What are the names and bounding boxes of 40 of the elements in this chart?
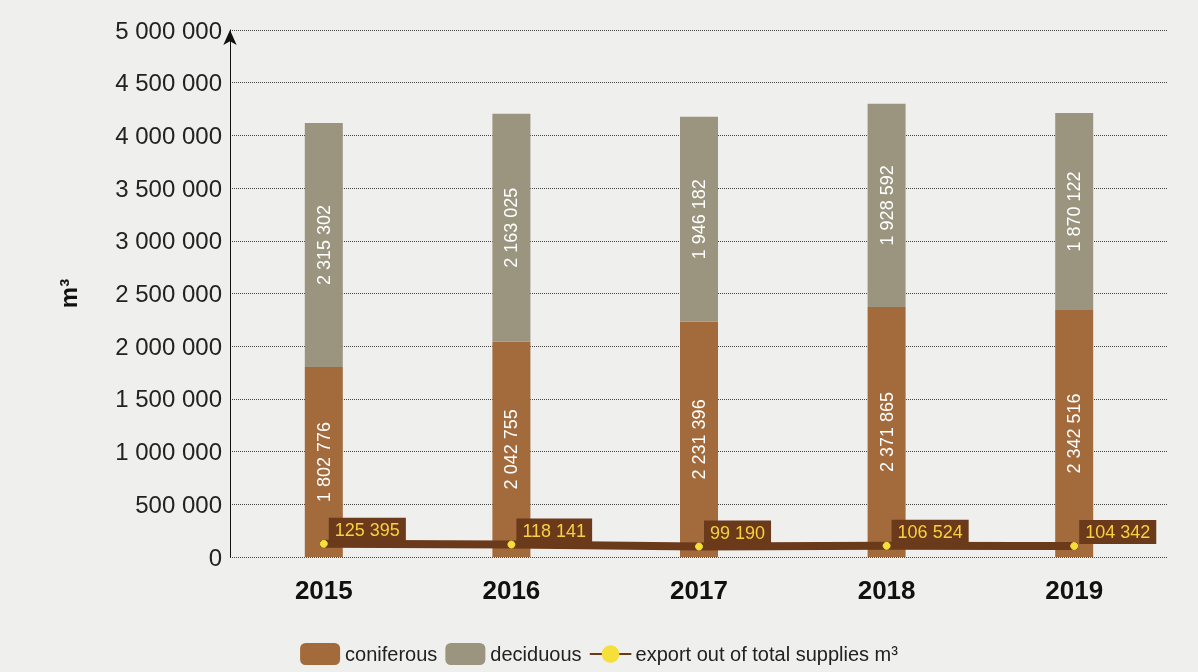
data-label: 118 141 bbox=[522, 520, 587, 541]
bar bbox=[680, 116, 718, 322]
data-label: 2 371 865 bbox=[876, 391, 897, 473]
data-label: 2 042 755 bbox=[501, 409, 522, 490]
data-label: 2 315 302 bbox=[313, 204, 334, 286]
legend-label: export out of total supplies m³ bbox=[635, 643, 899, 665]
y-tick-label: 1 500 000 bbox=[115, 385, 222, 413]
x-tick-label: 2017 bbox=[670, 575, 728, 605]
data-label: 99 190 bbox=[710, 522, 766, 543]
data-label: 1 870 122 bbox=[1064, 171, 1085, 252]
bar bbox=[304, 122, 343, 367]
x-tick-label: 2019 bbox=[1045, 575, 1104, 605]
x-tick-label: 2015 bbox=[294, 575, 353, 605]
y-tick-label: 3 500 000 bbox=[115, 174, 222, 202]
y-tick-label: 2 500 000 bbox=[115, 280, 222, 307]
y-tick-label: 4 000 000 bbox=[115, 121, 222, 149]
data-label: 104 342 bbox=[1085, 522, 1151, 542]
y-tick-label: 5 000 000 bbox=[115, 16, 222, 44]
y-tick-label: 500 000 bbox=[135, 490, 222, 518]
data-label: 1 928 592 bbox=[876, 165, 897, 246]
y-tick-label: 1 000 000 bbox=[115, 438, 222, 466]
data-label: 125 395 bbox=[334, 519, 400, 540]
y-tick-label: 3 000 000 bbox=[115, 227, 222, 255]
data-label: 2 231 396 bbox=[689, 399, 709, 480]
x-tick-label: 2018 bbox=[857, 575, 916, 605]
y-tick-label: 0 bbox=[208, 543, 222, 571]
y-tick-label: 4 500 000 bbox=[115, 69, 222, 97]
bar bbox=[1055, 112, 1094, 311]
y-tick-label: 2 000 000 bbox=[115, 332, 222, 360]
legend-label: deciduous bbox=[490, 643, 582, 665]
data-label: 1 946 182 bbox=[689, 179, 709, 260]
bar bbox=[867, 103, 906, 308]
legend-label: coniferous bbox=[345, 643, 438, 665]
data-label: 2 342 516 bbox=[1064, 393, 1085, 474]
bar bbox=[492, 113, 531, 342]
y-axis-title: m³ bbox=[54, 278, 82, 309]
data-label: 2 163 025 bbox=[501, 187, 522, 268]
x-tick-label: 2016 bbox=[482, 575, 541, 605]
data-label: 106 524 bbox=[897, 521, 963, 542]
data-label: 1 802 776 bbox=[313, 421, 334, 503]
